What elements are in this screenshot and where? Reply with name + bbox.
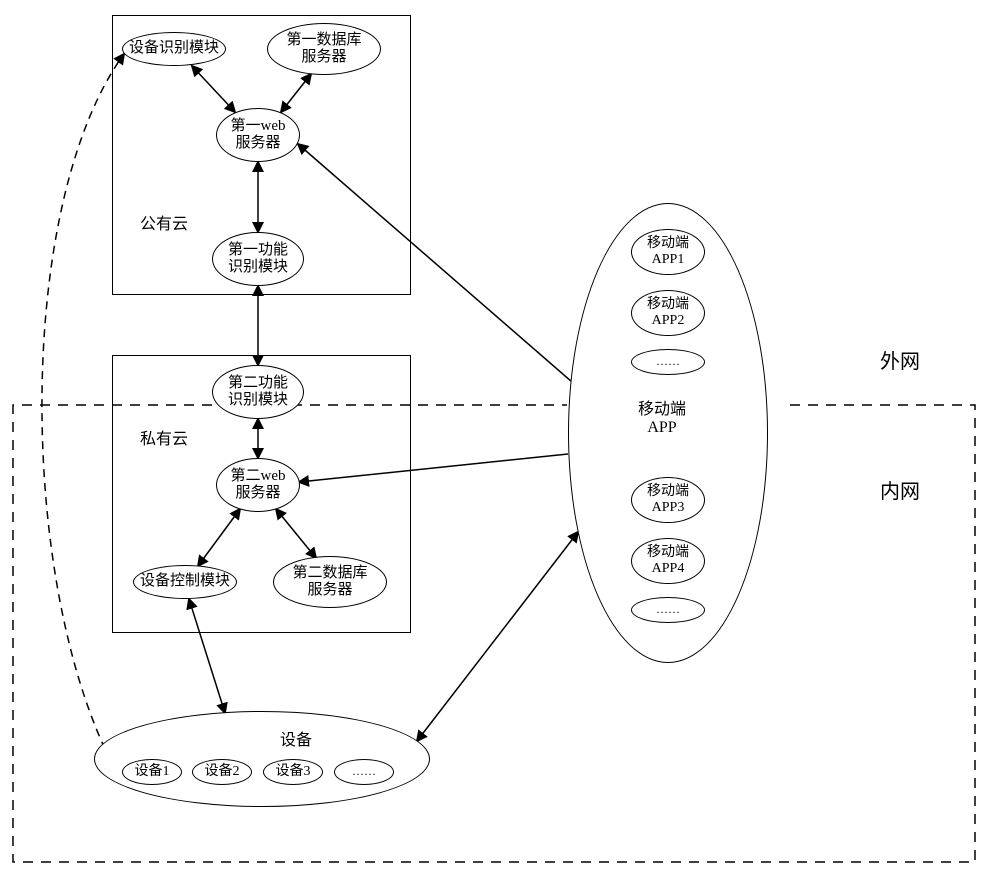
dev_ctrl-text: 设备控制模块 — [140, 573, 230, 590]
dev1-text: 设备1 — [135, 764, 170, 780]
node-dev_recog: 设备识别模块 — [122, 32, 226, 66]
func2-text: 第二功能 识别模块 — [228, 375, 288, 410]
db2-text: 第二数据库 服务器 — [292, 565, 367, 600]
node-app3: 移动端 APP3 — [631, 477, 705, 523]
mobile_label: 移动端 APP — [638, 395, 686, 437]
app2-text: 移动端 APP2 — [647, 297, 689, 329]
app_more2-text: …… — [656, 603, 680, 617]
db1-text: 第一数据库 服务器 — [286, 32, 361, 67]
private_cloud-label: 私有云 — [140, 425, 188, 449]
dev3-text: 设备3 — [276, 764, 311, 780]
node-func1: 第一功能 识别模块 — [212, 232, 304, 286]
diagram-canvas: 公有云私有云设备识别模块第一数据库 服务器第一web 服务器第一功能 识别模块第… — [0, 0, 1000, 877]
edge-mobile-devices — [417, 532, 578, 741]
app1-text: 移动端 APP1 — [647, 236, 689, 268]
dev2-text: 设备2 — [205, 764, 240, 780]
node-app_more2: …… — [631, 597, 705, 623]
node-func2: 第二功能 识别模块 — [212, 365, 304, 419]
node-db1: 第一数据库 服务器 — [267, 23, 381, 75]
node-web2: 第二web 服务器 — [216, 458, 300, 512]
app3-text: 移动端 APP3 — [647, 484, 689, 516]
node-dev2: 设备2 — [192, 759, 252, 785]
node-db2: 第二数据库 服务器 — [273, 556, 387, 608]
web1-text: 第一web 服务器 — [231, 118, 286, 153]
dev_more-text: …… — [352, 765, 376, 779]
node-app_more1: …… — [631, 349, 705, 375]
node-app1: 移动端 APP1 — [631, 229, 705, 275]
node-app4: 移动端 APP4 — [631, 538, 705, 584]
node-dev_ctrl: 设备控制模块 — [133, 565, 237, 599]
func1-text: 第一功能 识别模块 — [228, 242, 288, 277]
node-dev1: 设备1 — [122, 759, 182, 785]
devices_label: 设备 — [280, 726, 312, 750]
public_cloud-label: 公有云 — [140, 210, 188, 234]
node-web1: 第一web 服务器 — [216, 108, 300, 162]
node-dev3: 设备3 — [263, 759, 323, 785]
app4-text: 移动端 APP4 — [647, 545, 689, 577]
network-label_out: 外网 — [880, 345, 920, 374]
web2-text: 第二web 服务器 — [231, 468, 286, 503]
dev_recog-text: 设备识别模块 — [129, 40, 219, 57]
node-dev_more: …… — [334, 759, 394, 785]
network-label_in: 内网 — [880, 475, 920, 504]
node-app2: 移动端 APP2 — [631, 290, 705, 336]
app_more1-text: …… — [656, 355, 680, 369]
